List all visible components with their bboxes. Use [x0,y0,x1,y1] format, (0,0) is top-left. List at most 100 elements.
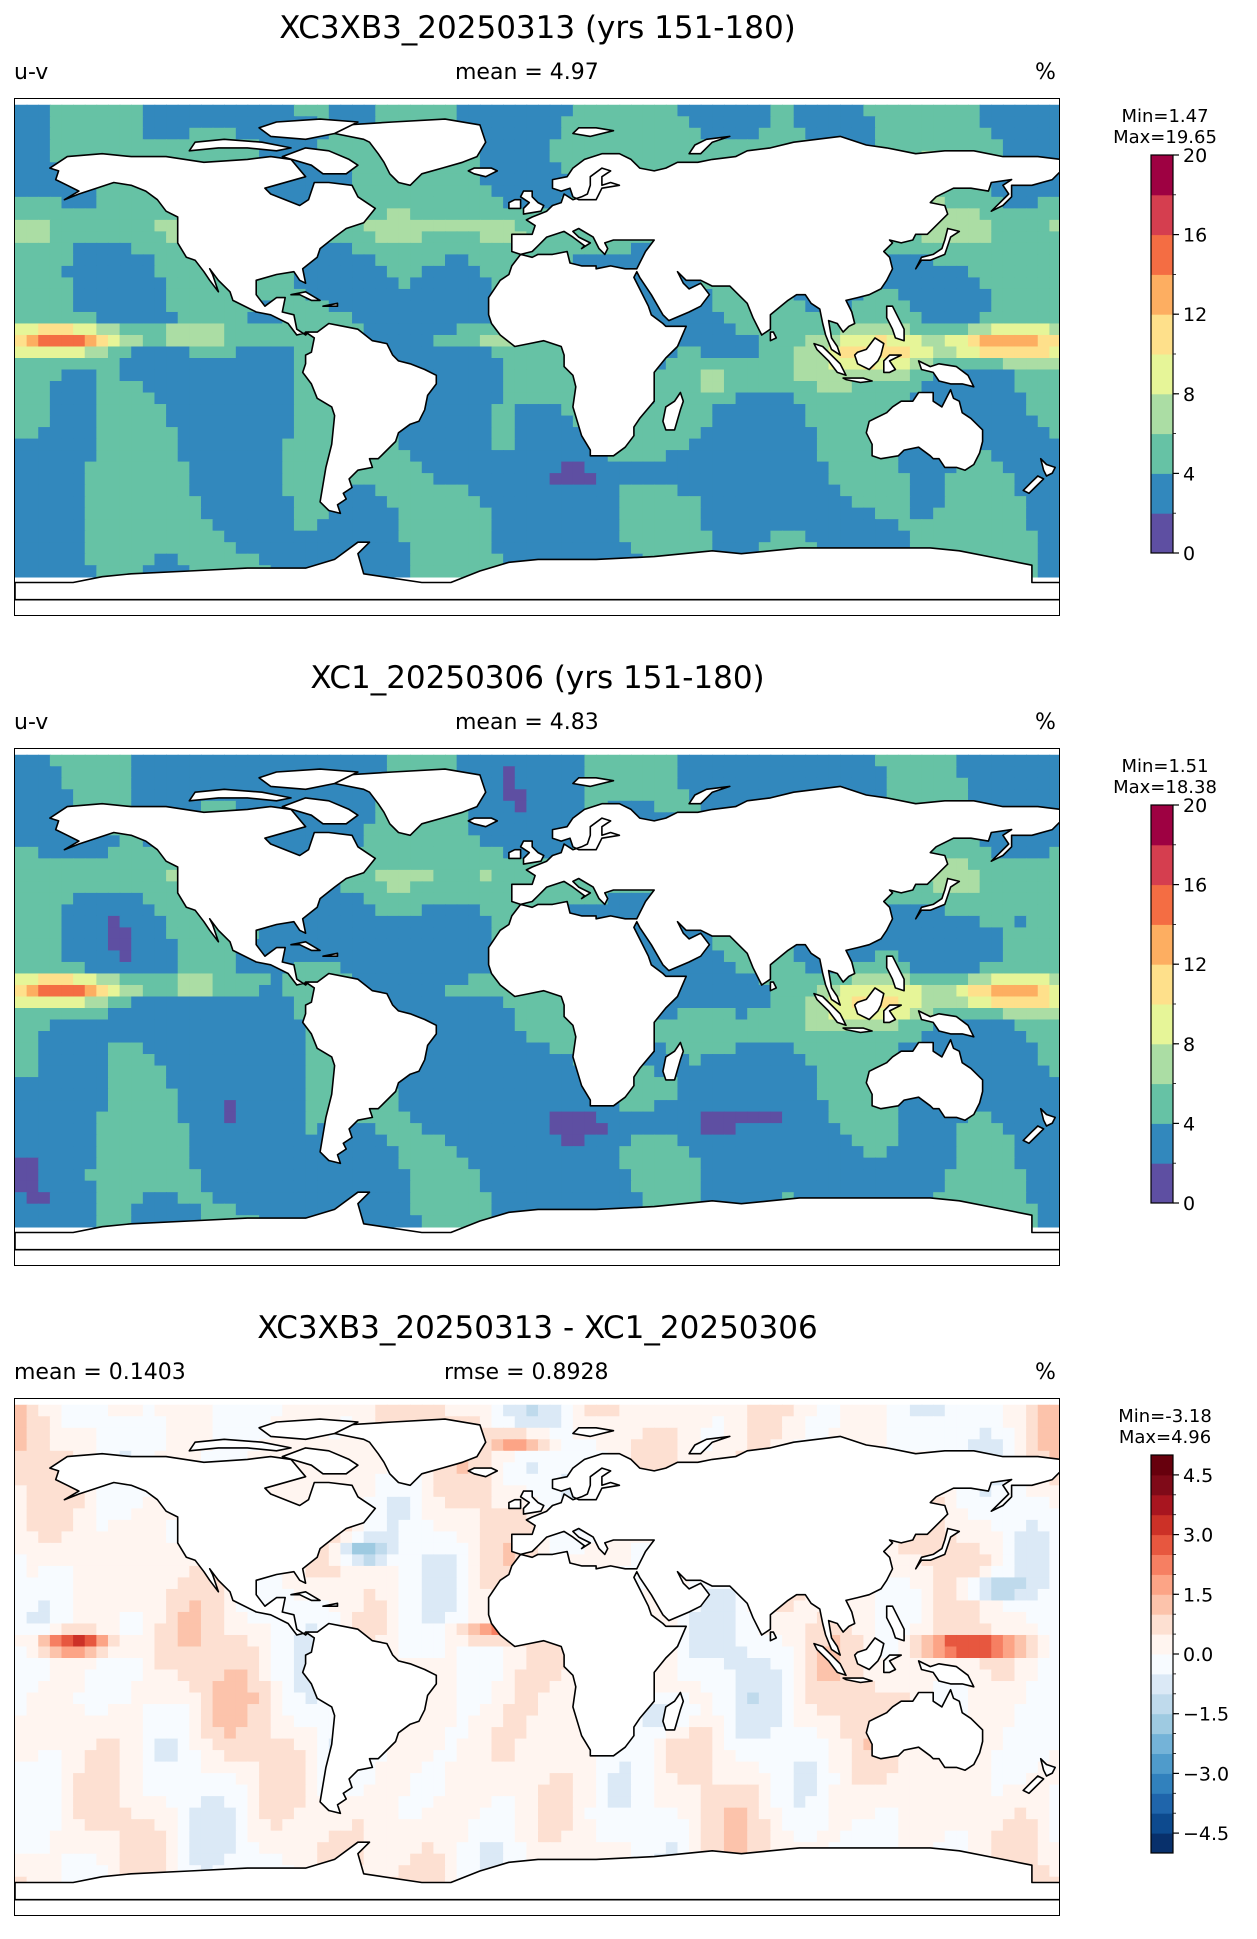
colorbar-bin [1151,1455,1173,1476]
colorbar-tick-label: 8 [1183,1034,1195,1056]
new-zealand-n-landmass [1039,1757,1056,1777]
colorbar-bin [1151,1474,1173,1496]
novaya-zemlya-landmass [688,1435,731,1455]
borneo-landmass [853,337,885,371]
sulawesi-landmass [883,1004,902,1024]
panel-model-b: XC1_20250306 (yrs 151-180) u-v mean = 4.… [0,650,1257,1270]
australia-landmass [865,388,984,471]
colorbar-bin [1151,1634,1173,1655]
colorbar-tick-label: 16 [1183,875,1207,897]
canadian-arctic-1-landmass [188,138,292,152]
north-america-landmass [49,802,377,986]
sumatra-landmass [813,992,847,1027]
canadian-arctic-1-landmass [188,1438,292,1452]
colorbar: 0 4 8 12 16 20 [1150,795,1207,1215]
map-field [15,1404,1059,1901]
colorbar-bin [1151,513,1173,554]
min-label: Min=1.51 [1121,756,1209,777]
min-label: Min=-3.18 [1118,1406,1212,1427]
philippines-landmass [885,1605,905,1642]
baffin-landmass [281,797,359,825]
madagascar-landmass [662,1691,685,1731]
cuba-landmass [290,941,321,952]
panel-title: XC3XB3_20250313 - XC1_20250306 [257,1310,818,1346]
colorbar-tick-label: 4 [1183,463,1195,485]
new-zealand-s-landmass [1022,1775,1045,1795]
colorbar-bin [1151,1554,1173,1575]
colorbar-bin [1151,964,1173,1005]
baffin-landmass [281,1447,359,1475]
sumatra-landmass [813,342,847,377]
svalbard-landmass [572,1427,615,1438]
australia-landmass [865,1688,984,1771]
units-label: % [1035,1360,1056,1385]
sulawesi-landmass [883,1654,902,1674]
colorbar-bin [1151,805,1173,846]
java-landmass [842,1677,873,1684]
borneo-landmass [853,987,885,1021]
colorbar-tick-label: 20 [1183,795,1207,817]
north-america-landmass [49,152,377,336]
colorbar-bin [1151,1753,1173,1774]
map-field [15,754,1059,1251]
svalbard-landmass [572,777,615,788]
japan-landmass [914,1527,961,1570]
greenland-landmass [333,118,487,187]
colorbar-bin [1151,1693,1173,1715]
colorbar-tick-label: 8 [1183,384,1195,406]
mean-label: mean = 4.97 [455,60,599,85]
colorbar-bin [1151,234,1173,275]
colorbar-bin [1151,1614,1173,1635]
colorbar-bin [1151,1043,1173,1085]
new-guinea-landmass [917,1660,975,1688]
iceland-landmass [467,167,499,178]
colorbar-bin [1151,1813,1173,1834]
min-label: Min=1.47 [1121,106,1209,127]
units-label: % [1035,60,1056,85]
max-label: Max=19.65 [1113,127,1217,148]
great-britain-landmass [519,190,545,215]
colorbar-bin [1151,1793,1173,1814]
colorbar-bin [1151,1594,1173,1615]
colorbar-tick-label: 20 [1183,145,1207,167]
colorbar-bin [1151,155,1173,196]
colorbar-tick-label: 0 [1183,1193,1195,1215]
colorbar-bin [1151,393,1173,435]
colorbar-bin [1151,924,1173,965]
iceland-landmass [467,1467,499,1478]
max-label: Max=18.38 [1113,777,1217,798]
great-britain-landmass [519,840,545,865]
colorbar-tick-label: −1.5 [1183,1704,1229,1726]
south-america-landmass [301,1622,438,1815]
novaya-zemlya-landmass [688,785,731,805]
borneo-landmass [853,1637,885,1671]
greenland-landmass [333,1418,487,1487]
hispaniola-landmass [322,952,339,957]
antarctica-landmass [15,541,1059,601]
coastlines [15,768,1059,1251]
coastlines [15,118,1059,601]
africa-eurasia-landmass [487,785,1059,1107]
japan-landmass [914,227,961,270]
colorbar-bin [1151,1083,1173,1124]
colorbar-bin [1151,433,1173,474]
rmse-label: rmse = 0.8928 [444,1360,609,1385]
variable-label: u-v [14,60,49,85]
colorbar-bin [1151,1123,1173,1164]
colorbar-bin [1151,844,1173,886]
world-map [14,98,1060,616]
ellesmere-landmass [258,118,359,141]
novaya-zemlya-landmass [688,135,731,155]
colorbar-tick-label: 16 [1183,225,1207,247]
world-map [14,748,1060,1266]
antarctica-landmass [15,1841,1059,1901]
japan-landmass [914,877,961,920]
colorbar-tick-label: 12 [1183,304,1207,326]
panel-title: XC1_20250306 (yrs 151-180) [310,660,765,696]
ellesmere-landmass [258,768,359,791]
australia-landmass [865,1038,984,1121]
colorbar-bin [1151,473,1173,514]
ireland-landmass [508,198,522,210]
cuba-landmass [290,291,321,302]
colorbar: −4.5 −3.0 −1.5 0.0 1.5 3.0 4.5 [1150,1454,1229,1854]
